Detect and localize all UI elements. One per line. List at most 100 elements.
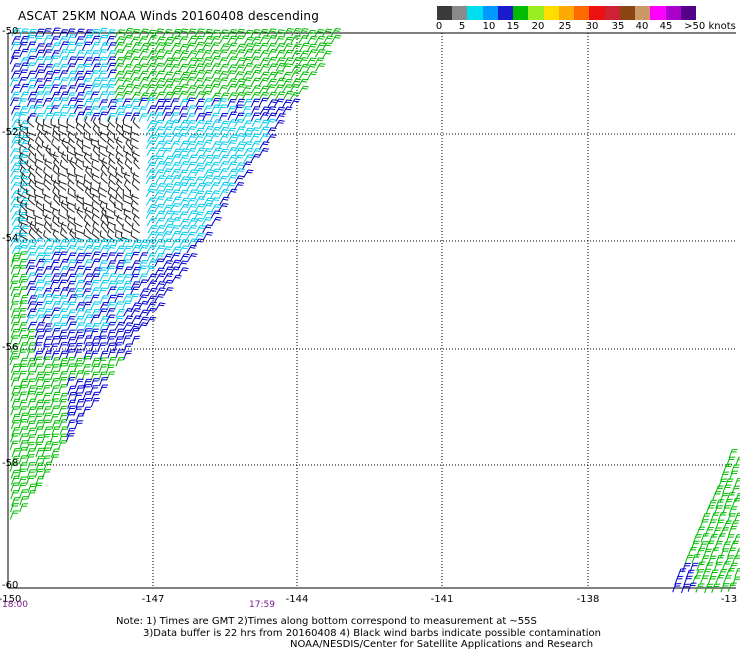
wind-barb <box>42 203 52 214</box>
wind-barb <box>115 124 124 137</box>
wind-barb <box>146 134 158 143</box>
wind-barb <box>729 470 739 480</box>
wind-barb <box>210 155 221 164</box>
wind-barb <box>25 202 35 212</box>
wind-barb <box>170 246 182 256</box>
wind-barb <box>106 280 117 290</box>
wind-barb <box>687 582 697 592</box>
wind-barb <box>683 575 693 586</box>
wind-barb <box>10 286 20 297</box>
wind-barb <box>58 350 68 360</box>
wind-barb <box>114 245 126 255</box>
wind-barb <box>82 355 92 366</box>
wind-barb <box>74 36 85 46</box>
wind-barb <box>259 106 270 115</box>
wind-barb <box>90 371 100 381</box>
wind-barb <box>226 78 238 87</box>
wind-barb <box>171 126 182 135</box>
wind-barb <box>153 155 165 165</box>
wind-barb <box>98 84 108 93</box>
wind-barb <box>17 98 28 108</box>
wind-barb <box>10 406 20 416</box>
wind-barb <box>50 448 60 458</box>
wind-barb <box>108 152 116 165</box>
wind-barb <box>19 489 29 499</box>
wind-barb <box>259 35 270 44</box>
wind-barb <box>42 28 52 37</box>
wind-barb <box>267 63 278 72</box>
wind-barb <box>266 78 277 88</box>
wind-barb <box>145 29 157 39</box>
wind-barb <box>50 69 61 79</box>
wind-barb <box>289 84 300 93</box>
wind-barb <box>122 189 132 199</box>
wind-barb <box>82 406 92 416</box>
wind-barb <box>19 199 28 212</box>
wind-barb <box>106 260 117 270</box>
wind-barb <box>234 78 246 87</box>
wind-barb <box>10 105 21 115</box>
wind-barb <box>18 462 28 472</box>
wind-barb <box>92 145 100 157</box>
wind-barb <box>298 35 309 44</box>
wind-barb <box>185 76 197 86</box>
wind-barb <box>273 84 285 93</box>
wind-barb <box>147 155 158 164</box>
wind-barb <box>18 433 28 443</box>
wind-barb <box>187 210 198 219</box>
wind-barb <box>82 70 93 80</box>
wind-barb <box>115 259 126 269</box>
wind-barb <box>187 57 198 66</box>
wind-barb <box>163 155 174 165</box>
wind-barb <box>26 420 36 430</box>
wind-barb <box>26 349 36 359</box>
wind-barb <box>202 120 213 130</box>
wind-barb <box>161 231 173 240</box>
wind-barb <box>18 69 28 79</box>
wind-barb <box>137 265 148 275</box>
wind-barb <box>241 91 253 100</box>
wind-barb <box>130 139 139 150</box>
wind-barb <box>11 112 22 122</box>
wind-barb <box>307 49 318 58</box>
wind-barb <box>162 63 173 73</box>
wind-barb <box>49 105 60 115</box>
wind-barb <box>11 475 20 485</box>
wind-barb <box>49 441 59 451</box>
wind-barb <box>146 56 158 65</box>
wind-barb <box>210 92 222 102</box>
wind-barb <box>194 28 205 37</box>
wind-barb <box>219 35 230 44</box>
wind-barb <box>227 35 238 45</box>
wind-barb <box>218 49 229 58</box>
wind-barb <box>50 378 60 388</box>
wind-barb <box>75 413 85 423</box>
wind-barb <box>65 349 75 359</box>
wind-barb <box>60 228 68 240</box>
wind-barb <box>67 391 77 402</box>
wind-barb <box>195 98 205 108</box>
wind-barb <box>33 237 45 247</box>
wind-barb <box>17 76 28 86</box>
wind-barb <box>91 193 100 206</box>
map-title: ASCAT 25KM NOAA Winds 20160408 descendin… <box>18 9 320 23</box>
wind-barb <box>211 216 222 226</box>
wind-barb <box>82 160 92 170</box>
wind-barb <box>707 576 717 586</box>
wind-barb <box>218 168 229 177</box>
wind-barb <box>282 106 293 115</box>
wind-barb <box>42 49 53 59</box>
note-line-1: Note: 1) Times are GMT 2)Times along bot… <box>116 616 537 627</box>
wind-barb <box>250 85 262 94</box>
legend-label-50-knots: >50 knots <box>684 21 736 32</box>
wind-barb <box>50 307 61 317</box>
wind-barb <box>235 57 246 66</box>
wind-barb <box>52 215 60 228</box>
legend-swatch <box>619 6 636 20</box>
wind-barb <box>145 140 157 149</box>
wind-barb <box>691 554 701 564</box>
wind-barb <box>234 168 245 177</box>
wind-barb <box>20 173 28 186</box>
wind-barb <box>90 273 101 283</box>
